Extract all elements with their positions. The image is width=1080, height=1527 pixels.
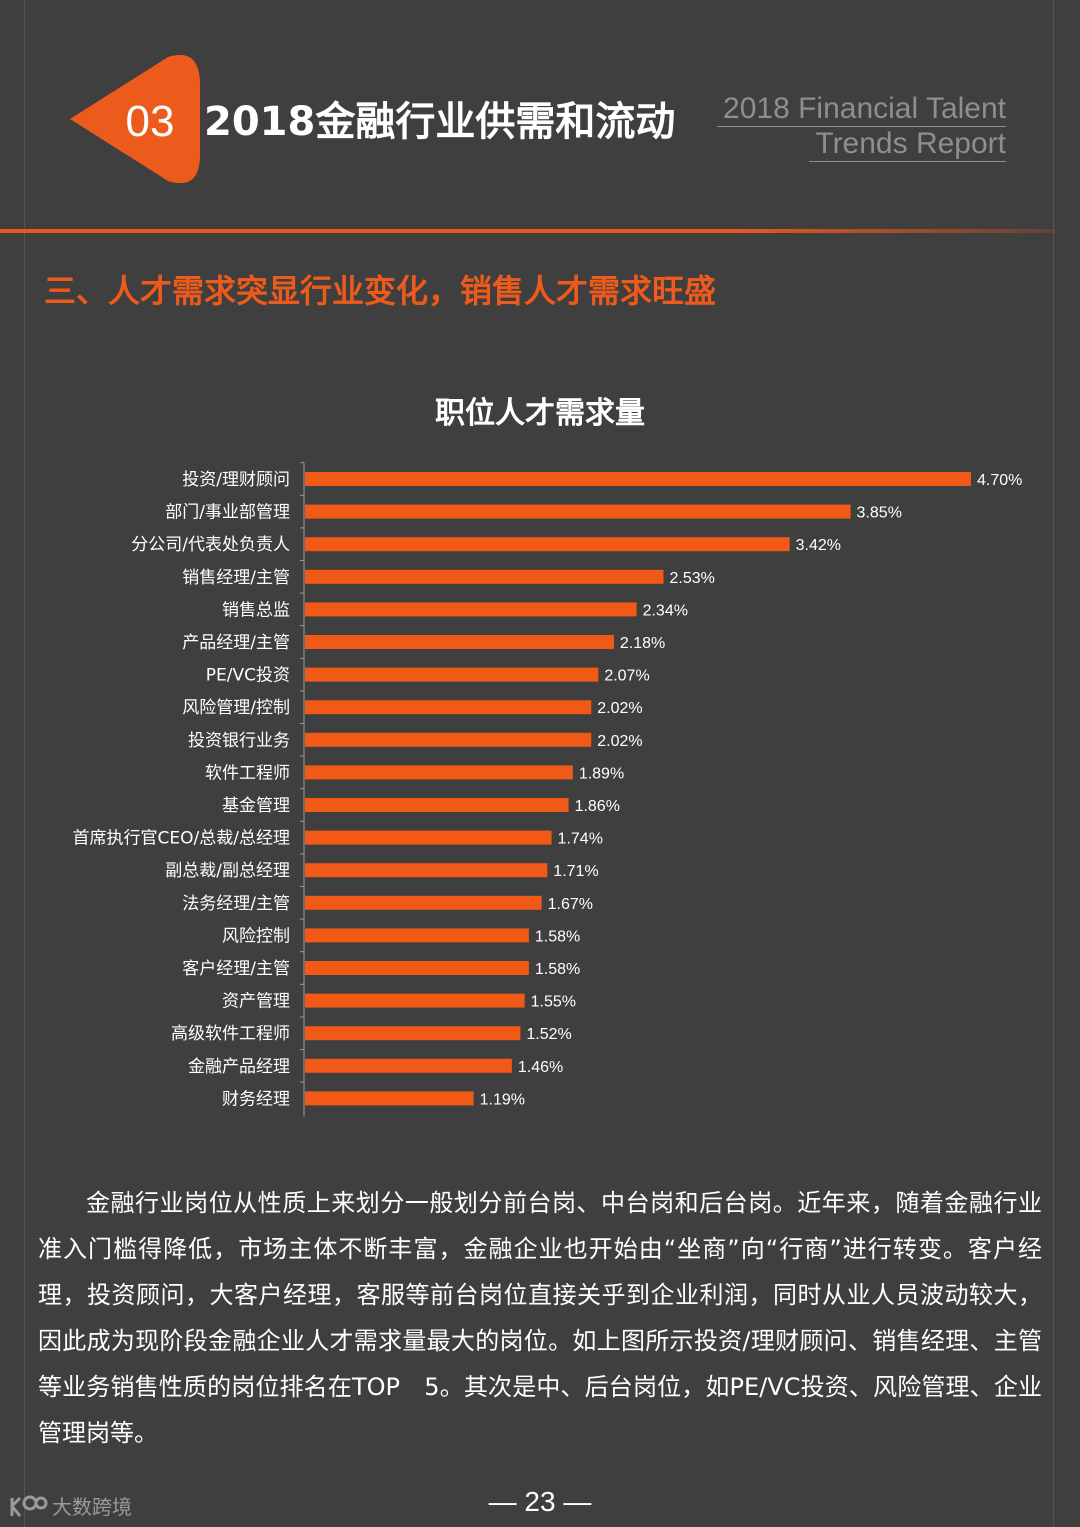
category-label: 分公司/代表处负责人 (131, 535, 290, 555)
value-label: 2.34% (643, 602, 688, 619)
category-label: 金融产品经理 (188, 1057, 290, 1077)
bar (305, 537, 790, 552)
value-label: 1.74% (558, 831, 603, 848)
value-label: 2.02% (597, 733, 642, 750)
bar (305, 1058, 512, 1073)
value-label: 1.46% (518, 1059, 563, 1076)
value-label: 2.07% (604, 668, 649, 685)
value-label: 2.18% (620, 635, 665, 652)
value-label: 1.55% (531, 994, 576, 1011)
watermark: 大数跨境 (8, 1490, 132, 1524)
report-title-line2: Trends Report (809, 127, 1006, 162)
value-label: 1.19% (480, 1091, 525, 1108)
value-label: 1.52% (526, 1026, 571, 1043)
category-label: 投资/理财顾问 (182, 470, 290, 490)
page-subtitle: 三、人才需求突显行业变化，销售人才需求旺盛 (44, 272, 717, 310)
category-label: 风险管理/控制 (182, 698, 290, 718)
report-title-line1: 2018 Financial Talent (717, 92, 1006, 127)
watermark-logo-icon (10, 1495, 48, 1517)
value-label: 4.70% (977, 472, 1022, 489)
page-number: — 23 — (488, 1486, 592, 1517)
value-label: 1.58% (535, 961, 580, 978)
category-label: 投资银行业务 (188, 731, 290, 751)
category-label: 客户经理/主管 (182, 959, 290, 979)
value-label: 3.85% (857, 505, 902, 522)
category-label: 法务经理/主管 (182, 894, 290, 914)
value-label: 2.53% (670, 570, 715, 587)
category-label: 产品经理/主管 (182, 633, 290, 653)
bar (305, 602, 637, 617)
bar (305, 895, 542, 910)
category-label: 销售总监 (222, 600, 290, 620)
report-title: 2018 Financial Talent Trends Report (676, 92, 1006, 162)
chart-title: 职位人才需求量 (435, 396, 645, 431)
value-label: 1.58% (535, 928, 580, 945)
category-label: PE/VC投资 (206, 666, 290, 686)
category-label: 首席执行官CEO/总裁/总经理 (73, 829, 290, 849)
bar-chart: 投资/理财顾问 4.70% 部门/事业部管理 3.85% 分公司/代表处负责人 3.42%… (73, 462, 1022, 1117)
bar (305, 961, 529, 975)
section-badge-shape (70, 55, 200, 183)
bar (305, 732, 592, 747)
bar (305, 700, 592, 715)
category-label: 财务经理 (222, 1089, 290, 1109)
value-label: 1.89% (579, 765, 624, 782)
bar (305, 765, 573, 780)
bar (305, 1026, 521, 1041)
bar (305, 798, 569, 812)
category-label: 风险控制 (222, 926, 290, 946)
bar (305, 472, 971, 486)
value-label: 1.71% (553, 863, 598, 880)
value-label: 1.67% (548, 896, 593, 913)
section-number: 03 (125, 97, 175, 146)
category-label: 基金管理 (222, 796, 290, 816)
value-label: 3.42% (796, 537, 841, 554)
bar (305, 667, 599, 682)
bar (305, 863, 548, 878)
category-label: 部门/事业部管理 (165, 503, 290, 523)
value-label: 1.86% (575, 798, 620, 815)
bar (305, 928, 529, 943)
bar (305, 504, 851, 519)
category-label: 销售经理/主管 (182, 568, 290, 588)
bar (305, 830, 552, 845)
page-header: 03 2018金融行业供需和流动 2018 Financial Talent T… (0, 0, 1080, 240)
section-title: 2018金融行业供需和流动 (204, 99, 676, 145)
value-label: 2.02% (597, 700, 642, 717)
watermark-text: 大数跨境 (52, 1495, 132, 1519)
bar (305, 1091, 474, 1106)
bar (305, 993, 525, 1008)
bar (305, 569, 664, 584)
bar (305, 635, 614, 649)
category-label: 副总裁/副总经理 (165, 861, 290, 881)
category-label: 软件工程师 (205, 763, 290, 783)
body-paragraph: 金融行业岗位从性质上来划分一般划分前台岗、中台岗和后台岗。近年来，随着金融行业准… (38, 1189, 1042, 1447)
header-divider (0, 229, 1055, 233)
category-label: 资产管理 (222, 992, 290, 1012)
category-label: 高级软件工程师 (171, 1024, 290, 1044)
